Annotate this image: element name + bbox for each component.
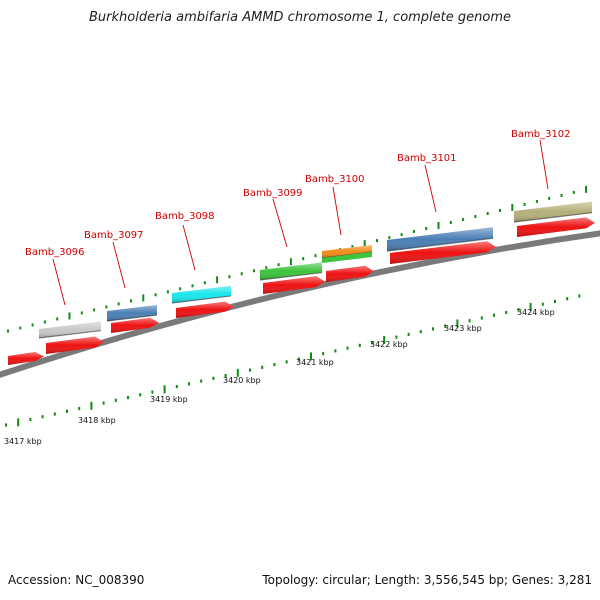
gene-bar-shadow — [106, 314, 158, 322]
gene-bar-shade — [107, 305, 157, 321]
gene-bar-shade — [172, 285, 231, 303]
cds-arrow-shade — [46, 336, 104, 354]
label-leader — [272, 198, 288, 248]
gene-label-bamb-3100[interactable]: Bamb_3100 — [305, 174, 365, 185]
gene-label-bamb-3102[interactable]: Bamb_3102 — [511, 129, 571, 140]
cds-arrow-shade — [390, 241, 496, 264]
label-leader — [52, 258, 66, 306]
gene-label-bamb-3097[interactable]: Bamb_3097 — [84, 230, 144, 241]
gene-bar-shade — [387, 227, 493, 251]
gene-bar-shadow — [38, 329, 102, 339]
label-leader — [424, 164, 437, 213]
cds-arrow-shade — [111, 317, 159, 333]
scale-label: 3418 kbp — [78, 416, 116, 425]
cds-arrow-shade — [8, 352, 44, 365]
cds-arrow-shade — [326, 265, 374, 282]
gene-bar-shadow — [386, 237, 494, 252]
scale-label: 3421 kbp — [296, 358, 334, 367]
label-leader — [112, 241, 126, 289]
label-leader — [539, 139, 549, 190]
scale-tick-row — [5, 294, 581, 427]
gene-bar-shadow — [259, 271, 323, 281]
gene-bar-secondary[interactable] — [322, 252, 372, 263]
label-leader — [182, 224, 196, 271]
gene-label-bamb-3099[interactable]: Bamb_3099 — [243, 188, 303, 199]
gene-bar-shade — [260, 262, 322, 280]
accession-text: Accession: NC_008390 — [8, 573, 145, 587]
cds-arrow-shade — [263, 276, 325, 294]
gene-label-bamb-3096[interactable]: Bamb_3096 — [25, 247, 85, 258]
gene-bars — [38, 201, 593, 339]
gene-label-bamb-3098[interactable]: Bamb_3098 — [155, 211, 215, 222]
gene-bar-shadow — [513, 212, 593, 223]
cds-arrows — [8, 217, 595, 365]
cds-arrow-shade — [176, 301, 234, 318]
gene-bar-shade — [322, 245, 372, 258]
genome-summary-text: Topology: circular; Length: 3,556,545 bp… — [262, 573, 592, 587]
gene-labels: Bamb_3096 Bamb_3097 Bamb_3098 Bamb_3099 … — [25, 129, 571, 306]
scale-label: 3417 kbp — [4, 437, 42, 446]
chart-title: Burkholderia ambifaria AMMD chromosome 1… — [88, 10, 512, 25]
gene-label-bamb-3101[interactable]: Bamb_3101 — [397, 153, 457, 164]
scale-label: 3419 kbp — [150, 395, 188, 404]
scale-label: 3423 kbp — [444, 324, 482, 333]
scale-label: 3424 kbp — [517, 308, 555, 317]
scale-label: 3420 kbp — [223, 376, 261, 385]
chromosome-track — [0, 230, 600, 378]
cds-arrow-shade — [517, 217, 595, 237]
gene-bar-shade — [39, 321, 101, 338]
gene-bar-shade — [514, 201, 592, 222]
label-leader — [332, 186, 342, 236]
upper-tick-row — [7, 185, 588, 333]
gene-bar-shadow — [171, 295, 232, 304]
scale-labels: 3417 kbp 3418 kbp 3419 kbp 3420 kbp 3421… — [4, 308, 555, 446]
scale-label: 3422 kbp — [370, 340, 408, 349]
